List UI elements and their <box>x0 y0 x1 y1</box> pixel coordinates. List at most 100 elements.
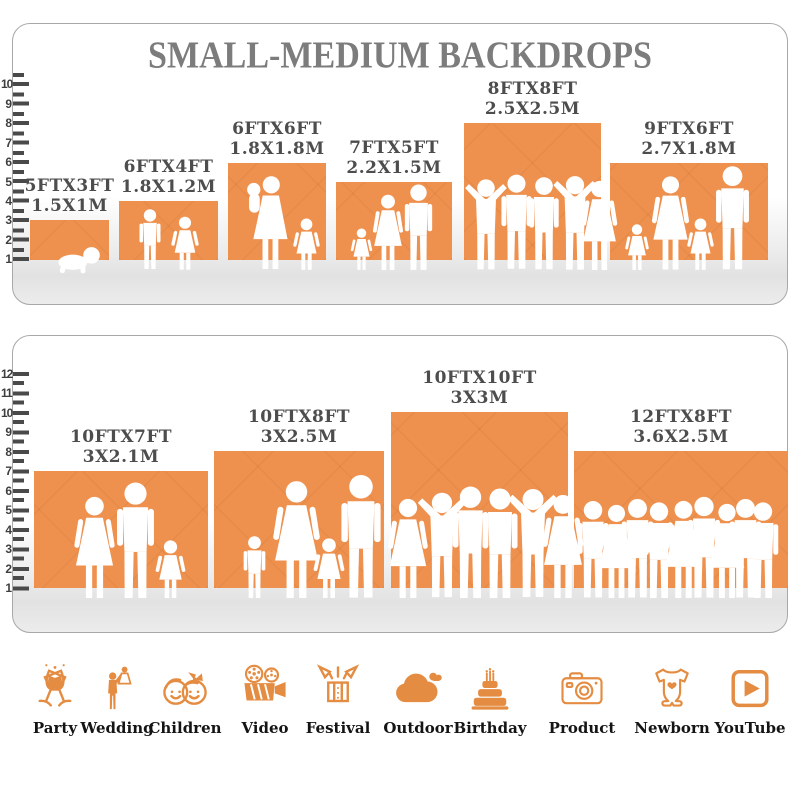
category-video: Video <box>227 662 303 737</box>
backdrop-item-10x10: 10FTX10FT 3X3M <box>391 368 568 588</box>
category-outdoor: Outdoor <box>380 662 456 737</box>
size-label: 10FTX10FT 3X3M <box>422 368 536 408</box>
backdrop-item-12x8: 12FTX8FT 3.6X2.5M <box>574 407 788 588</box>
size-m: 3.6X2.5M <box>633 427 729 447</box>
size-ft: 8FTX8FT <box>487 79 578 99</box>
backdrop-rect <box>119 201 218 260</box>
size-m: 1.5X1M <box>31 196 108 216</box>
ruler-number: 1 <box>5 581 12 595</box>
ruler-number: 4 <box>5 523 12 537</box>
video-icon <box>244 664 286 701</box>
backdrop-item-9x6: 9FTX6FT 2.7X1.8M <box>610 119 768 260</box>
size-m: 1.8X1.8M <box>229 139 325 159</box>
backdrop-rect <box>30 220 109 260</box>
size-ft: 10FTX7FT <box>69 427 173 447</box>
size-label: 10FTX7FT 3X2.1M <box>70 427 172 467</box>
ruler-number: 1 <box>5 252 12 266</box>
ruler-number: 11 <box>1 386 13 400</box>
panel-large: 12 11 10 9 8 7 6 5 4 3 2 1 10FTX7FT 3X2.… <box>1 335 788 633</box>
ruler-number: 8 <box>5 445 12 459</box>
ruler-number: 10 <box>1 77 13 91</box>
category-label: Wedding <box>80 719 154 737</box>
category-wedding: Wedding <box>79 662 155 737</box>
children-icon <box>163 672 207 705</box>
ruler-number: 7 <box>5 136 12 150</box>
backdrop-item-6x4: 6FTX4FT 1.8X1.2M <box>119 157 218 260</box>
ruler-number: 6 <box>5 484 12 498</box>
size-m: 2.5X2.5M <box>484 99 581 119</box>
festival-icon <box>316 664 360 703</box>
size-label: 10FTX8FT 3X2.5M <box>248 407 350 447</box>
size-m: 3X3M <box>450 388 509 408</box>
ruler-ticks-minor <box>13 381 24 581</box>
backdrop-rect <box>34 471 208 588</box>
category-birthday: Birthday <box>452 662 528 737</box>
ruler-number: 9 <box>5 97 12 111</box>
backdrop-rect <box>391 412 568 588</box>
backdrop-item-6x6: 6FTX6FT 1.8X1.8M <box>228 119 326 260</box>
category-label: Party <box>32 719 78 737</box>
ruler-number: 9 <box>5 425 12 439</box>
ruler-number: 2 <box>5 233 12 247</box>
category-label: Children <box>148 719 222 737</box>
category-youtube: YouTube <box>712 662 788 737</box>
category-festival: Festival <box>300 662 376 737</box>
size-ft: 6FTX6FT <box>232 119 322 139</box>
backdrop-item-10x8: 10FTX8FT 3X2.5M <box>214 407 384 588</box>
size-label: 12FTX8FT 3.6X2.5M <box>630 407 732 447</box>
size-ft: 10FTX10FT <box>422 368 537 388</box>
size-m: 3X2.1M <box>82 447 160 467</box>
size-m: 1.8X1.2M <box>120 177 217 197</box>
youtube-icon <box>731 670 769 708</box>
backdrop-rect <box>336 182 452 260</box>
size-ft: 5FTX3FT <box>24 176 115 196</box>
category-label: Product <box>548 719 616 737</box>
category-label: YouTube <box>714 719 786 737</box>
backdrop-rect <box>228 163 326 260</box>
category-label: Newborn <box>634 719 710 737</box>
size-ft: 12FTX8FT <box>629 407 733 427</box>
ruler-number: 3 <box>5 213 12 227</box>
category-children: Children <box>147 662 223 737</box>
size-ft: 6FTX4FT <box>123 157 214 177</box>
ruler-number: 4 <box>5 194 12 208</box>
size-ft: 9FTX6FT <box>644 119 734 139</box>
category-label: Video <box>241 719 289 737</box>
product-icon <box>561 672 603 705</box>
backdrop-item-8x8: 8FTX8FT 2.5X2.5M <box>464 79 601 260</box>
ruler-number: 3 <box>5 542 12 556</box>
newborn-icon <box>655 668 689 707</box>
wedding-icon <box>108 666 132 710</box>
category-label: Birthday <box>453 719 527 737</box>
party-icon <box>38 664 72 707</box>
category-party: Party <box>17 662 93 737</box>
category-label: Festival <box>305 719 371 737</box>
ruler-number: 8 <box>5 116 12 130</box>
panel-small-medium: SMALL-MEDIUM BACKDROPS 10 9 8 7 6 5 4 3 … <box>1 23 788 305</box>
backdrop-rect <box>610 163 768 260</box>
ruler-number: 10 <box>1 406 13 420</box>
backdrop-item-10x7: 10FTX7FT 3X2.1M <box>34 427 208 588</box>
category-label: Outdoor <box>383 719 453 737</box>
size-ft: 7FTX5FT <box>349 138 439 158</box>
backdrop-rect <box>574 451 788 588</box>
ruler-number: 5 <box>5 175 12 189</box>
backdrop-rect <box>464 123 601 260</box>
backdrop-rect <box>214 451 384 588</box>
size-label: 6FTX4FT 1.8X1.2M <box>121 157 216 197</box>
ruler-ticks-minor <box>13 72 24 252</box>
outdoor-icon <box>396 672 442 703</box>
size-label: 9FTX6FT 2.7X1.8M <box>641 119 736 159</box>
size-label: 5FTX3FT 1.5X1M <box>25 176 115 216</box>
ruler-number: 5 <box>5 503 12 517</box>
size-ft: 10FTX8FT <box>247 407 351 427</box>
size-label: 6FTX6FT 1.8X1.8M <box>229 119 324 159</box>
page-title: SMALL-MEDIUM BACKDROPS <box>148 34 652 77</box>
category-product: Product <box>544 662 620 737</box>
ruler-number: 2 <box>5 562 12 576</box>
size-label: 7FTX5FT 2.2X1.5M <box>346 138 441 178</box>
category-newborn: Newborn <box>634 662 710 737</box>
ruler-number: 12 <box>1 367 13 381</box>
size-m: 2.2X1.5M <box>346 158 442 178</box>
backdrop-item-5x3: 5FTX3FT 1.5X1M <box>25 176 114 260</box>
